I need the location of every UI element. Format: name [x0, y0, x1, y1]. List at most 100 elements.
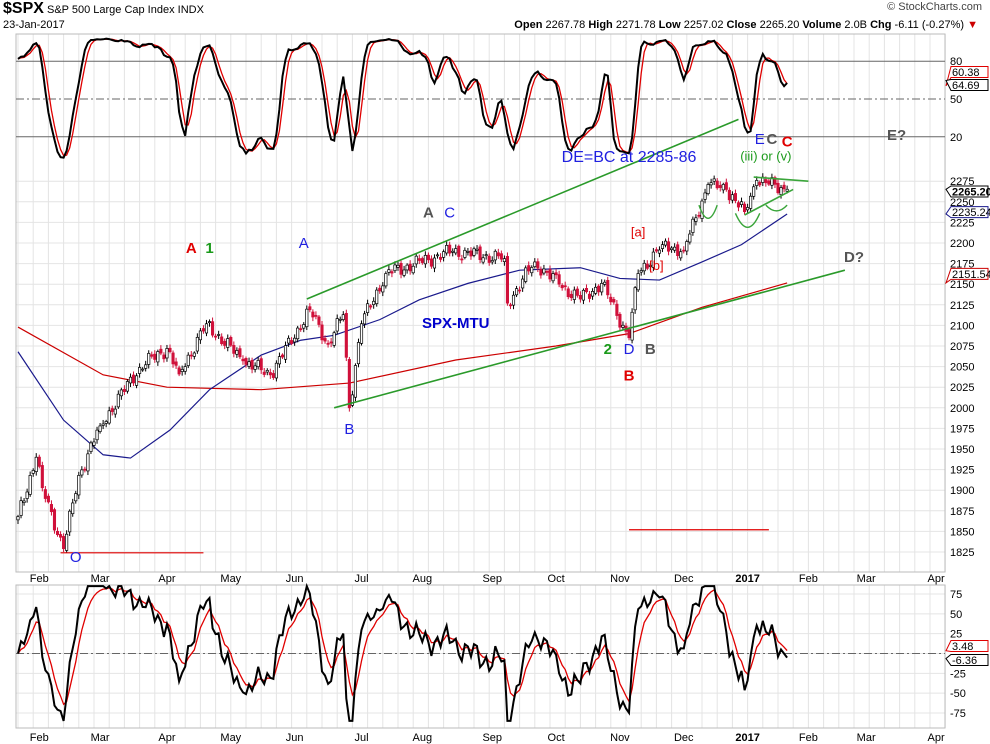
date-axis-label: Aug	[413, 732, 433, 744]
candle-body	[329, 341, 333, 344]
candle-body	[150, 354, 154, 357]
trendline	[306, 118, 739, 300]
candle-body	[311, 311, 315, 318]
candle-body	[46, 495, 50, 503]
candle-body	[490, 260, 494, 263]
candle-body	[733, 193, 737, 201]
candle-body	[536, 261, 540, 269]
candle-body	[584, 288, 589, 293]
low-label: Low	[658, 19, 681, 31]
candle-body	[183, 366, 187, 372]
candle-body	[113, 408, 117, 415]
ma50-line	[17, 213, 788, 459]
ma200-value-label: 2151.54	[952, 269, 990, 281]
candle-body	[770, 177, 774, 186]
change-label: Chg	[870, 19, 892, 31]
exchange: INDX	[177, 4, 204, 16]
date-axis-label: Mar	[857, 573, 876, 585]
candle-body	[612, 299, 616, 303]
candle-body	[74, 493, 78, 502]
candle-body	[238, 348, 242, 358]
candle-body	[159, 348, 163, 354]
oscillator-signal-value: 3.48	[952, 641, 973, 653]
candle-body	[572, 289, 576, 300]
date-axis-label: Jun	[286, 573, 304, 585]
candle-body	[344, 313, 348, 358]
candle-body	[533, 261, 537, 268]
candle-body	[283, 345, 288, 360]
wave-label: C	[766, 131, 777, 148]
wave-label: C	[444, 204, 455, 221]
candle-body	[353, 365, 357, 398]
last-price-label-tag	[945, 185, 989, 198]
candle-body	[676, 244, 680, 257]
candle-body	[256, 360, 260, 368]
oscillator-axis-label: 25	[950, 629, 962, 641]
candle-body	[135, 375, 139, 386]
wave-label: B	[624, 368, 635, 385]
price-axis-label: 2200	[950, 238, 974, 250]
candle-body	[305, 308, 309, 328]
close-value: 2265.20	[759, 19, 800, 31]
candle-body	[697, 214, 701, 217]
candle-body	[253, 365, 257, 370]
candle-body	[460, 258, 464, 261]
candle-body	[302, 324, 306, 329]
candle-body	[642, 262, 646, 272]
price-axis-label: 2225	[950, 217, 974, 229]
candle-body	[68, 510, 72, 533]
candle-body	[335, 318, 339, 332]
price-panel-frame	[15, 33, 946, 573]
candle-body	[350, 394, 354, 406]
wave-arc	[765, 204, 788, 212]
oscillator-axis-label: -25	[950, 668, 966, 680]
candle-body	[518, 289, 522, 292]
date-axis-label: Feb	[30, 573, 49, 585]
candle-body	[448, 244, 452, 254]
price-axis-label: 1925	[950, 465, 974, 477]
candle-body	[299, 328, 303, 331]
wave-label: A	[423, 204, 434, 221]
candle-body	[259, 358, 263, 371]
candle-body	[59, 534, 63, 538]
candle-body	[670, 247, 674, 250]
wave-label: B	[344, 421, 354, 438]
candle-body	[101, 423, 105, 426]
candle-body	[347, 359, 351, 409]
candle-body	[682, 249, 686, 252]
candle-body	[773, 177, 777, 185]
candle-body	[235, 350, 239, 355]
date-axis-label: Jul	[354, 573, 368, 585]
candle-body	[466, 251, 470, 253]
candle-body	[478, 246, 482, 260]
candle-body	[597, 285, 601, 293]
candle-body	[457, 245, 461, 257]
candle-body	[192, 352, 196, 357]
candle-body	[320, 324, 324, 341]
symbol: $SPX	[3, 0, 44, 17]
close-label: Close	[726, 19, 757, 31]
stochastic-signal-value: 60.38	[952, 67, 980, 79]
date-axis-label: Mar	[857, 732, 876, 744]
candle-body	[630, 311, 634, 341]
candle-body	[502, 258, 506, 263]
candle-body	[426, 254, 430, 261]
candle-body	[493, 250, 497, 261]
candle-body	[217, 334, 221, 336]
candle-body	[402, 269, 406, 276]
candle-body	[326, 342, 330, 345]
candle-body	[165, 348, 169, 359]
candle-body	[408, 263, 412, 272]
candle-body	[195, 337, 199, 352]
oscillator-signal-value-tag	[945, 640, 989, 652]
stochastic-value: 64.69	[952, 80, 980, 92]
candle-body	[381, 285, 385, 293]
candle-body	[356, 342, 361, 365]
candle-body	[715, 180, 719, 189]
candle-body	[776, 182, 780, 194]
indicator-level-label: 80	[950, 56, 962, 68]
candle-body	[147, 353, 151, 365]
wave-label: D?	[844, 249, 864, 266]
price-axis-label: 1900	[950, 485, 974, 497]
candle-body	[420, 258, 424, 263]
